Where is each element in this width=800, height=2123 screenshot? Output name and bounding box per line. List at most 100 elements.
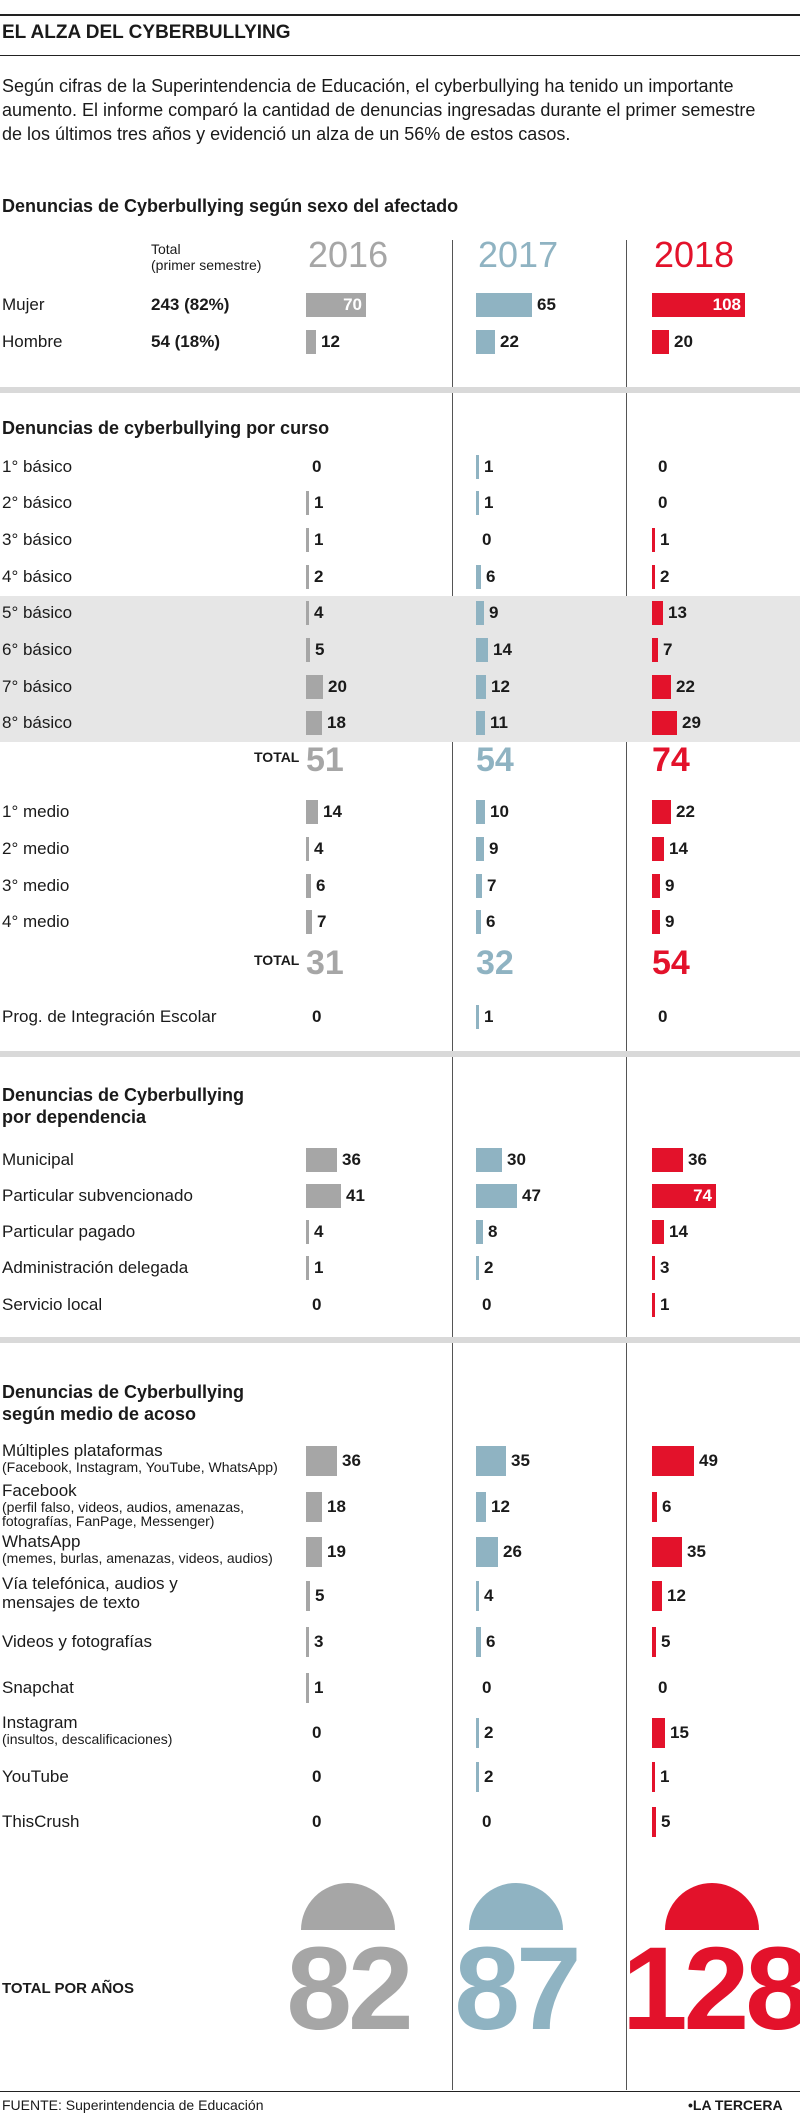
bar-dependencia-2018-1-label: 74 [693,1186,712,1205]
bar-medio-2018-1 [652,1492,657,1522]
footer-rule [0,2091,800,2092]
bar-medio-2016-0 [306,1446,337,1476]
bar-curso-2017-4-label: 9 [489,603,499,622]
bar-curso-2018-4 [652,601,663,625]
column-divider-2 [626,240,627,2090]
medio-row-sublabel: (memes, burlas, amenazas, videos, audios… [2,1550,273,1566]
medio-row-sublabel: (insultos, descalificaciones) [2,1731,173,1747]
bar-curso-2018-9 [652,837,664,861]
bar-curso-2017-11 [476,910,481,934]
bar-medio-2017-3 [476,1581,479,1611]
bar-medio-2017-6 [476,1718,479,1748]
bar-curso-2016-4 [306,601,309,625]
bar-dependencia-2018-3 [652,1256,655,1280]
bar-medio-2018-8-label: 5 [661,1812,671,1831]
bar-medio-2017-7 [476,1762,479,1792]
bar-curso-2017-0-label: 1 [484,457,494,476]
sexo-row-label: Mujer [2,295,45,314]
curso-row-label: 3° básico [2,530,73,549]
bar-curso-2016-11 [306,910,312,934]
curso-row-label: 8° básico [2,713,73,732]
bar-medio-2017-4-label: 6 [486,1632,496,1651]
bar-dependencia-2017-2-label: 8 [488,1222,498,1241]
bar-sexo-2016-1-label: 12 [321,332,340,351]
bar-curso-2016-10 [306,874,311,898]
year-header-2017: 2017 [478,234,559,275]
bar-sexo-2017-1-label: 22 [500,332,519,351]
bar-curso-2017-7 [476,711,485,735]
subtotal-2018: 74 [652,741,690,779]
bar-curso-2016-6 [306,675,323,699]
bar-curso-2018-7 [652,711,677,735]
bar-medio-2018-6-label: 15 [670,1723,689,1742]
bar-sexo-2018-1 [652,330,669,354]
medio-row-label: Videos y fotografías [2,1632,152,1651]
section-title-sexo: Denuncias de Cyberbullying según sexo de… [2,196,459,216]
bar-sexo-2016-0 [306,293,366,317]
bar-sexo-2017-0-label: 65 [537,295,556,314]
subtotal-2016: 51 [306,741,344,779]
bar-sexo-2018-0-label: 108 [712,295,741,314]
total-number-2016: 82 [286,1923,413,2055]
bar-medio-2016-1-label: 18 [327,1497,346,1516]
bar-curso-2017-10 [476,874,482,898]
bar-medio-2018-6 [652,1718,665,1748]
bar-curso-2016-10-label: 6 [316,876,326,895]
medio-row-label: Facebook [2,1481,77,1500]
section-title-medio-1: Denuncias de Cyberbullying [2,1382,245,1402]
bar-curso-2017-11-label: 6 [486,912,496,931]
bar-sexo-2018-0 [652,293,745,317]
bar-medio-2016-4-label: 3 [314,1632,324,1651]
bar-medio-2016-5 [306,1673,309,1703]
bar-dependencia-2017-0 [476,1148,502,1172]
sexo-row-total: 243 (82%) [151,295,230,314]
bar-medio-2016-1 [306,1492,322,1522]
year-header-2016: 2016 [308,234,389,275]
section-title-dependencia-1: Denuncias de Cyberbullying [2,1085,245,1105]
bar-curso-2018-8 [652,800,671,824]
bar-sexo-2016-0-label: 70 [343,295,362,314]
subtotal-2017: 32 [476,944,514,982]
bar-medio-2017-4 [476,1627,481,1657]
bar-dependencia-2016-1 [306,1184,341,1208]
bar-curso-2016-9 [306,837,309,861]
bar-dependencia-2018-4-label: 1 [660,1295,670,1314]
bar-dependencia-2018-2-label: 14 [669,1222,688,1241]
subtotal-label: TOTAL [254,749,300,765]
total-column-subheader: (primer semestre) [151,257,262,273]
bar-curso-2017-8 [476,800,485,824]
bar-dependencia-2016-4-label: 0 [312,1295,322,1314]
medio-row-label: ThisCrush [2,1812,80,1831]
bar-dependencia-2018-3-label: 3 [660,1258,670,1277]
section-divider-2 [0,1051,800,1057]
bar-curso-2018-6-label: 22 [676,677,695,696]
bar-medio-2018-7-label: 1 [660,1767,670,1786]
bar-medio-2017-2 [476,1537,498,1567]
bar-medio-2017-1-label: 12 [491,1497,510,1516]
curso-row-label: 1° medio [2,802,70,821]
bar-medio-2017-6-label: 2 [484,1723,494,1742]
subtotal-2018: 54 [652,944,690,982]
section-title-dependencia-2: por dependencia [2,1107,147,1127]
bar-medio-2018-5-label: 0 [658,1678,668,1697]
curso-row-label: 3° medio [2,876,70,895]
bar-curso-2017-12-label: 1 [484,1007,494,1026]
dependencia-row-label: Servicio local [2,1295,103,1314]
bar-curso-2018-1-label: 0 [658,493,668,512]
bar-curso-2018-3-label: 2 [660,567,670,586]
bar-curso-2017-9-label: 9 [489,839,499,858]
bar-curso-2017-8-label: 10 [490,802,509,821]
medio-row-label: Snapchat [2,1678,74,1697]
medio-row-sublabel: (Facebook, Instagram, YouTube, WhatsApp) [2,1459,278,1475]
bar-curso-2017-4 [476,601,484,625]
medio-row-label: Vía telefónica, audios y [2,1574,178,1593]
subtotal-2016: 31 [306,944,344,982]
bar-dependencia-2017-4-label: 0 [482,1295,492,1314]
bar-medio-2018-7 [652,1762,655,1792]
section-divider-1 [0,387,800,393]
bar-curso-2018-9-label: 14 [669,839,688,858]
bar-medio-2018-4 [652,1627,656,1657]
dependencia-row-label: Particular pagado [2,1222,136,1241]
curso-row-label: Prog. de Integración Escolar [2,1007,217,1026]
